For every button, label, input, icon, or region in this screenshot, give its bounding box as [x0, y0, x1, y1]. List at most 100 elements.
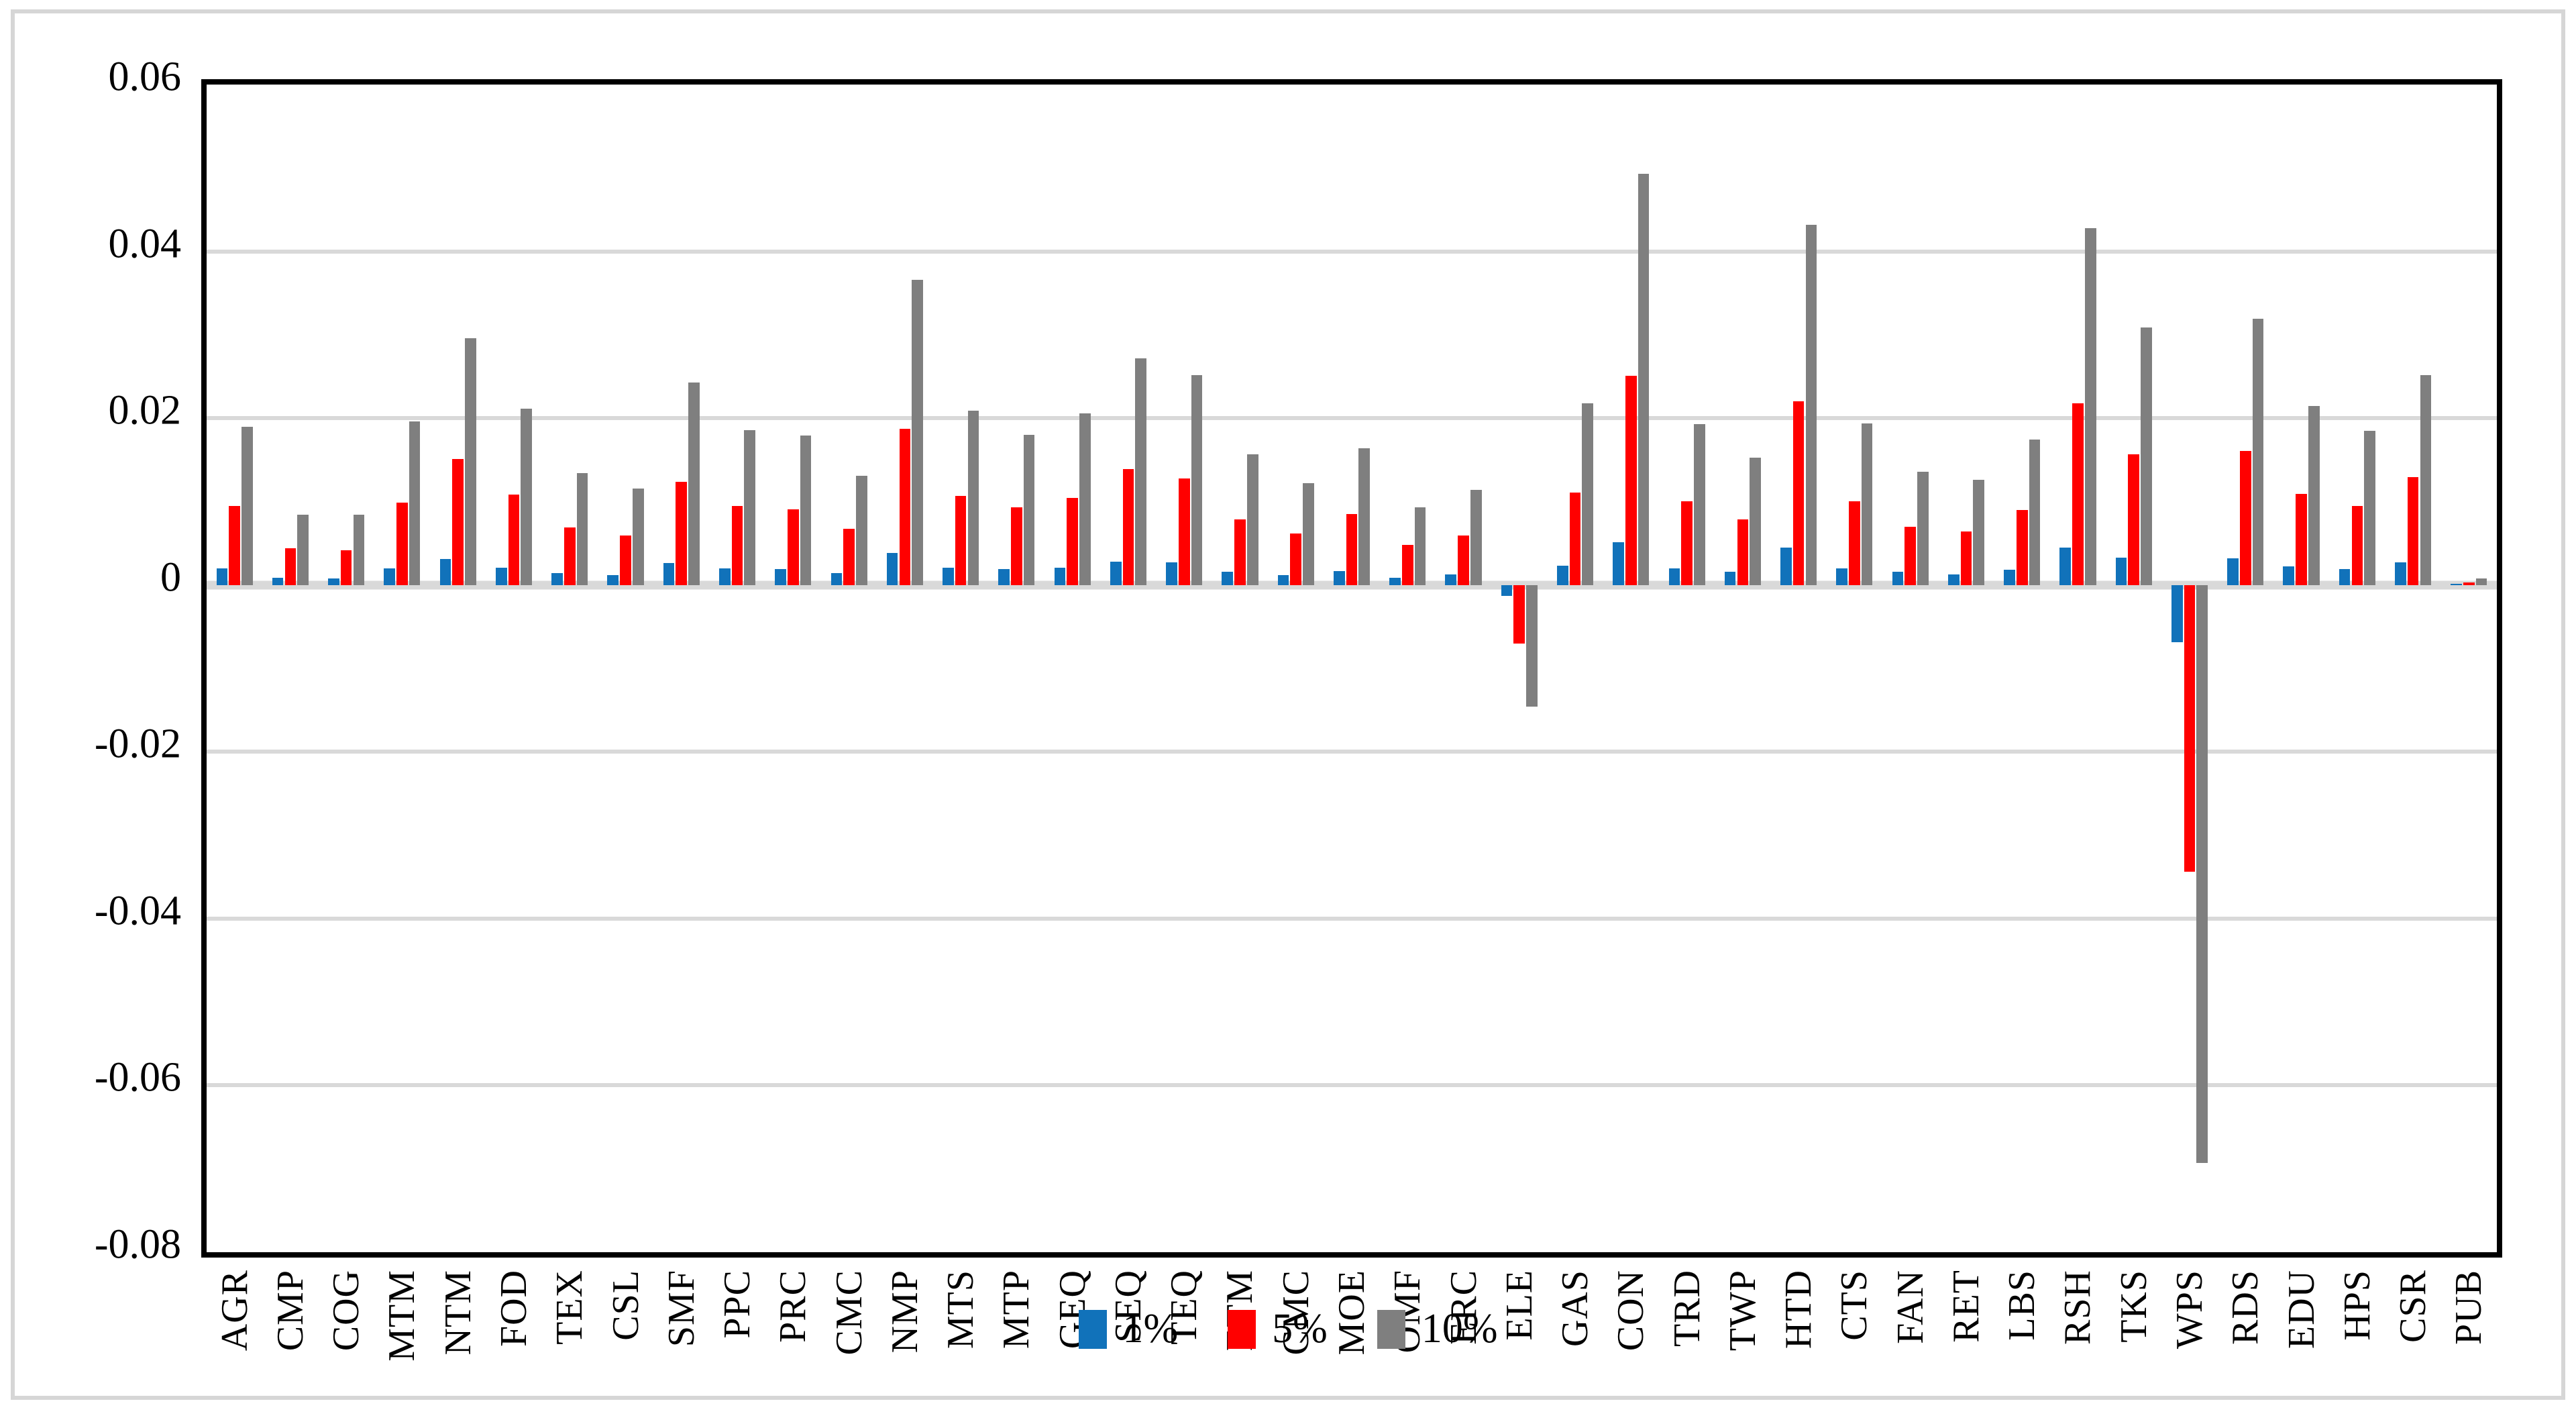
- bar-geq-5pct: [1067, 498, 1078, 585]
- bar-cog-1pct: [328, 578, 339, 585]
- bar-cmp-10pct: [297, 515, 309, 585]
- bar-pub-5pct: [2463, 582, 2475, 585]
- gridline: [207, 916, 2497, 921]
- bar-erc-10pct: [1470, 490, 1482, 585]
- bar-geq-1pct: [1054, 567, 1066, 585]
- bar-smf-1pct: [663, 563, 675, 585]
- bar-tks-10pct: [2141, 327, 2152, 585]
- bar-csr-5pct: [2407, 477, 2419, 585]
- bar-prc-10pct: [800, 436, 812, 585]
- bar-mtp-1pct: [998, 569, 1010, 585]
- bar-mtm-1pct: [384, 568, 396, 585]
- bar-ele-1pct: [1501, 584, 1513, 596]
- bar-agr-5pct: [229, 505, 240, 585]
- y-tick-label: 0: [160, 554, 181, 601]
- bar-ppc-5pct: [731, 505, 743, 585]
- bar-csr-1pct: [2395, 562, 2406, 585]
- bar-nmp-5pct: [899, 429, 911, 585]
- bar-smf-10pct: [688, 382, 700, 585]
- bar-wps-5pct: [2184, 584, 2196, 872]
- bar-agr-1pct: [216, 568, 228, 585]
- bar-tex-5pct: [564, 527, 576, 585]
- bar-edu-1pct: [2283, 566, 2295, 585]
- bar-con-5pct: [1625, 375, 1637, 585]
- bar-rsh-1pct: [2059, 547, 2072, 585]
- bar-ret-5pct: [1960, 531, 1972, 585]
- legend-swatch-1pct-icon: [1078, 1309, 1107, 1349]
- bar-htd-1pct: [1780, 547, 1792, 585]
- bar-ele-10pct: [1526, 584, 1538, 707]
- bar-moe-1pct: [1333, 570, 1345, 585]
- legend-item-5pct: 5%: [1228, 1305, 1328, 1353]
- bar-seq-10pct: [1135, 358, 1146, 585]
- bar-cmc-5pct: [1290, 533, 1302, 585]
- bar-hps-1pct: [2339, 569, 2351, 585]
- y-tick-label: 0.04: [108, 221, 182, 267]
- bar-twp-5pct: [1737, 519, 1749, 585]
- bar-wps-1pct: [2171, 584, 2183, 643]
- bar-con-1pct: [1613, 542, 1624, 585]
- bar-hps-5pct: [2351, 505, 2363, 585]
- bar-csl-10pct: [632, 488, 644, 585]
- bar-cmp-1pct: [272, 577, 284, 585]
- bar-cts-1pct: [1836, 568, 1847, 585]
- gridline: [207, 249, 2497, 254]
- bar-teq-5pct: [1178, 478, 1190, 585]
- bar-twp-10pct: [1750, 457, 1761, 585]
- bar-mts-10pct: [967, 410, 979, 585]
- bar-nmp-10pct: [912, 279, 923, 585]
- bar-tks-5pct: [2128, 454, 2140, 585]
- bar-ppc-10pct: [744, 429, 756, 585]
- bar-tks-1pct: [2115, 557, 2127, 585]
- bar-edu-10pct: [2308, 405, 2320, 585]
- bar-gas-1pct: [1557, 566, 1568, 585]
- bar-rsh-10pct: [2084, 227, 2096, 585]
- bar-prc-5pct: [787, 509, 799, 585]
- bar-trd-5pct: [1681, 501, 1693, 585]
- bar-csr-10pct: [2420, 374, 2432, 585]
- bar-cmc-1pct: [830, 573, 843, 585]
- bar-fan-10pct: [1917, 471, 1929, 585]
- bar-mtm-5pct: [396, 502, 408, 585]
- legend-label-1pct: 1%: [1122, 1306, 1179, 1352]
- bar-cts-10pct: [1861, 423, 1873, 585]
- bar-cts-5pct: [1849, 501, 1860, 585]
- bar-cmc-1pct: [1277, 574, 1289, 585]
- gridline: [207, 416, 2497, 421]
- bar-rds-5pct: [2239, 450, 2251, 585]
- bar-fan-1pct: [1892, 571, 1904, 585]
- bar-hps-10pct: [2364, 430, 2375, 585]
- bar-erc-5pct: [1458, 536, 1469, 585]
- bar-ret-1pct: [1947, 574, 1960, 585]
- bar-ret-10pct: [1973, 480, 1984, 585]
- bar-pub-10pct: [2475, 578, 2487, 585]
- bar-gas-5pct: [1569, 492, 1581, 585]
- bar-mtp-10pct: [1023, 435, 1035, 585]
- bar-cog-10pct: [353, 515, 365, 585]
- bar-htd-5pct: [1792, 401, 1805, 585]
- bar-nmp-1pct: [886, 553, 898, 585]
- bar-mtm-10pct: [409, 421, 421, 585]
- legend-swatch-5pct-icon: [1228, 1309, 1256, 1349]
- bar-cmc-5pct: [843, 529, 855, 585]
- bar-geq-10pct: [1079, 413, 1091, 585]
- bar-fan-5pct: [1904, 526, 1916, 585]
- bar-moe-5pct: [1346, 514, 1358, 585]
- bar-trd-10pct: [1694, 423, 1705, 585]
- y-axis-tick-labels: 0.06 0.04 0.02 0 -0.02 -0.04 -0.06 -0.08: [27, 54, 182, 1268]
- bar-etm-10pct: [1246, 454, 1258, 585]
- y-tick-label: -0.06: [94, 1055, 181, 1101]
- bar-ntm-10pct: [465, 338, 476, 585]
- bar-lbs-10pct: [2029, 440, 2041, 585]
- y-tick-label: -0.04: [94, 888, 181, 934]
- bar-agr-10pct: [241, 426, 253, 585]
- bar-cmc-10pct: [1303, 483, 1314, 585]
- bar-ntm-5pct: [452, 459, 464, 585]
- bar-mtp-5pct: [1011, 507, 1022, 585]
- legend-swatch-10pct-icon: [1377, 1309, 1405, 1349]
- y-tick-label: 0.06: [108, 54, 182, 100]
- bar-tex-10pct: [576, 473, 588, 585]
- bar-rds-10pct: [2252, 319, 2264, 585]
- bar-ppc-1pct: [718, 568, 731, 585]
- bar-ele-5pct: [1513, 584, 1525, 644]
